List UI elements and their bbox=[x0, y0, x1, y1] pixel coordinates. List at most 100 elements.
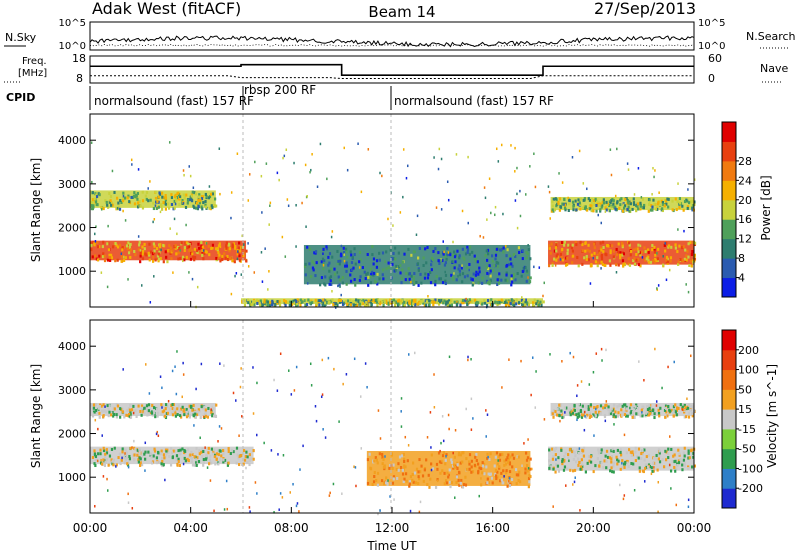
echo-cell bbox=[194, 412, 197, 416]
echo-cell bbox=[669, 259, 672, 263]
echo-cell bbox=[486, 477, 489, 481]
echo-cell bbox=[205, 453, 208, 457]
echo-cell bbox=[576, 447, 579, 451]
echo-cell bbox=[194, 410, 197, 414]
echo-scatter bbox=[247, 199, 250, 202]
echo-cell bbox=[649, 412, 652, 416]
echo-cell bbox=[683, 403, 686, 407]
echo-cell bbox=[197, 205, 200, 209]
echo-cell bbox=[160, 191, 164, 195]
echo-scatter bbox=[442, 240, 444, 243]
echo-cell bbox=[239, 249, 242, 253]
echo-scatter bbox=[239, 385, 242, 389]
echo-scatter bbox=[436, 479, 439, 483]
echo-scatter bbox=[652, 166, 654, 170]
echo-cell bbox=[387, 266, 390, 270]
echo-scatter bbox=[328, 494, 331, 497]
echo-cell bbox=[481, 471, 484, 475]
echo-cell bbox=[349, 250, 352, 254]
echo-cell bbox=[246, 298, 249, 302]
echo-cell bbox=[571, 243, 574, 247]
echo-cell bbox=[649, 208, 653, 212]
echo-cell bbox=[94, 409, 98, 413]
echo-cell bbox=[157, 450, 160, 454]
echo-cell bbox=[558, 403, 561, 407]
echo-cell bbox=[410, 303, 413, 307]
echo-cell bbox=[522, 300, 525, 304]
echo-cell bbox=[189, 257, 193, 261]
echo-cell bbox=[146, 408, 149, 412]
echo-cell bbox=[609, 411, 613, 415]
echo-cell bbox=[600, 260, 603, 264]
echo-cell bbox=[589, 455, 593, 459]
echo-cell bbox=[429, 477, 432, 481]
echo-cell bbox=[651, 205, 654, 209]
echo-cell bbox=[511, 465, 514, 469]
echo-scatter bbox=[543, 281, 545, 285]
echo-cell bbox=[360, 301, 363, 305]
echo-scatter bbox=[209, 479, 212, 482]
echo-cell bbox=[558, 197, 562, 201]
nave-tick-bottom: 0 bbox=[708, 72, 715, 85]
echo-cell bbox=[425, 303, 428, 307]
echo-scatter bbox=[296, 502, 299, 505]
echo-cell bbox=[367, 275, 370, 279]
echo-cell bbox=[203, 247, 206, 251]
echo-scatter bbox=[254, 481, 257, 484]
echo-cell bbox=[684, 248, 687, 252]
echo-scatter bbox=[516, 166, 518, 170]
echo-scatter bbox=[670, 487, 672, 490]
echo-cell bbox=[127, 194, 130, 198]
echo-cell bbox=[563, 206, 567, 210]
echo-cell bbox=[505, 254, 508, 258]
echo-cell bbox=[424, 247, 427, 251]
echo-cell bbox=[191, 190, 194, 194]
echo-cell bbox=[622, 403, 626, 407]
echo-cell bbox=[477, 301, 480, 305]
echo-cell bbox=[259, 299, 262, 303]
echo-scatter bbox=[324, 436, 327, 439]
echo-cell bbox=[486, 248, 490, 252]
echo-scatter bbox=[415, 233, 418, 237]
echo-scatter bbox=[579, 509, 581, 512]
echo-cell bbox=[327, 255, 330, 259]
echo-cell bbox=[628, 243, 631, 247]
echo-cell bbox=[383, 300, 386, 304]
echo-scatter bbox=[220, 427, 223, 430]
echo-cell bbox=[687, 449, 690, 453]
echo-cell bbox=[496, 265, 499, 269]
freq-line bbox=[90, 63, 694, 76]
echo-scatter bbox=[578, 149, 581, 153]
echo-cell bbox=[604, 404, 607, 408]
echo-cell bbox=[474, 273, 478, 277]
echo-cell bbox=[486, 281, 489, 285]
echo-cell bbox=[590, 209, 593, 213]
echo-cell bbox=[153, 449, 157, 453]
echo-cell bbox=[173, 407, 176, 411]
echo-cell bbox=[369, 281, 373, 285]
echo-scatter bbox=[654, 169, 656, 172]
echo-cell bbox=[630, 410, 633, 414]
echo-cell bbox=[510, 277, 513, 281]
echo-cell bbox=[102, 403, 105, 407]
echo-cell bbox=[507, 457, 510, 461]
nave-label: Nave bbox=[760, 62, 788, 75]
echo-scatter bbox=[480, 477, 482, 480]
echo-cell bbox=[102, 207, 105, 211]
echo-cell bbox=[642, 405, 645, 409]
echo-cell bbox=[412, 275, 415, 279]
echo-cell bbox=[401, 472, 405, 476]
echo-cell bbox=[490, 476, 493, 480]
echo-cell bbox=[690, 405, 693, 409]
echo-cell bbox=[339, 259, 342, 263]
echo-cell bbox=[689, 259, 693, 263]
echo-cell bbox=[141, 245, 144, 249]
echo-cell bbox=[515, 473, 518, 477]
echo-cell bbox=[323, 259, 326, 263]
echo-cell bbox=[612, 461, 616, 465]
colorbar-segment bbox=[722, 238, 736, 259]
echo-cell bbox=[336, 249, 339, 253]
echo-cell bbox=[662, 263, 665, 267]
echo-cell bbox=[430, 259, 433, 263]
echo-cell bbox=[452, 250, 456, 254]
